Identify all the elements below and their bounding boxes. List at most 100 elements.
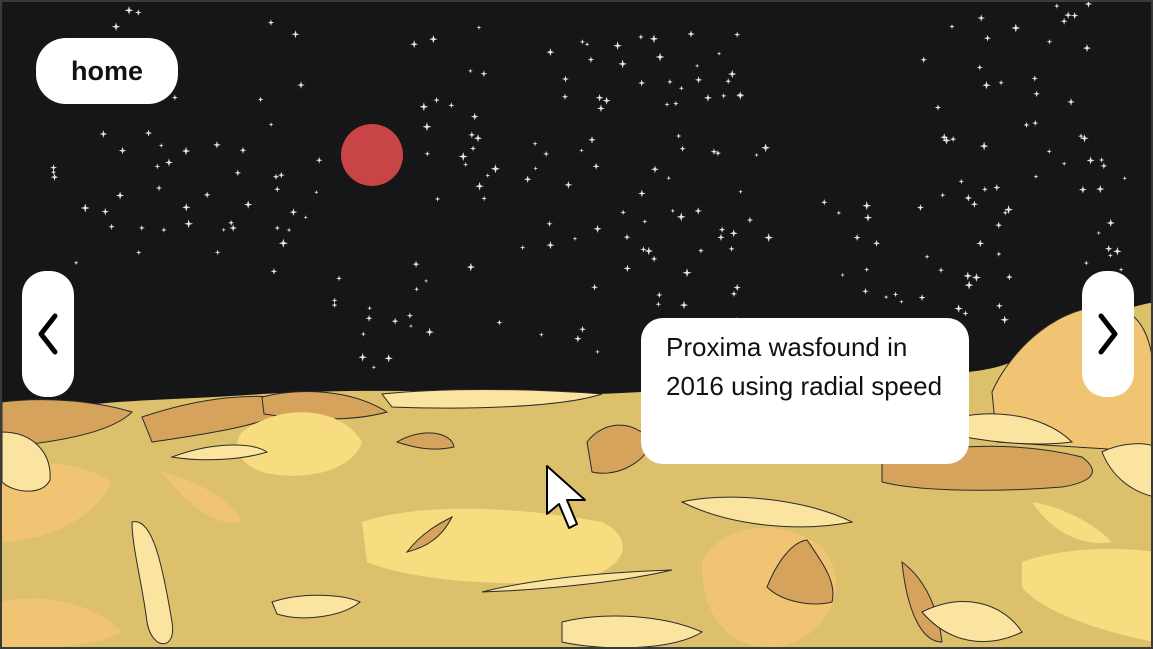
star <box>679 300 689 310</box>
star <box>469 145 477 152</box>
star <box>1122 175 1128 181</box>
star <box>728 245 735 252</box>
star <box>291 30 300 39</box>
star <box>1082 43 1092 53</box>
star <box>676 212 686 222</box>
star <box>412 260 420 268</box>
star <box>134 9 142 16</box>
star <box>50 173 59 182</box>
star <box>862 287 869 295</box>
star <box>99 130 108 138</box>
star <box>138 224 145 231</box>
star <box>331 297 338 304</box>
star <box>1046 38 1053 45</box>
star <box>466 262 476 272</box>
star <box>135 249 142 256</box>
star <box>640 246 647 253</box>
star <box>939 192 946 198</box>
star <box>916 204 924 212</box>
star <box>50 169 57 175</box>
star <box>1011 23 1021 33</box>
star <box>80 203 90 213</box>
star <box>720 93 727 99</box>
star <box>433 96 440 104</box>
star <box>1080 134 1089 143</box>
star <box>725 78 732 85</box>
star <box>546 48 555 57</box>
star <box>181 203 191 212</box>
star <box>761 143 771 153</box>
star <box>257 96 264 103</box>
star <box>467 68 473 74</box>
next-button[interactable] <box>1082 271 1134 397</box>
star <box>73 260 79 266</box>
star <box>214 249 221 256</box>
star <box>429 34 438 44</box>
star <box>733 31 741 38</box>
star <box>1005 273 1013 281</box>
star <box>161 227 167 233</box>
star <box>979 141 989 151</box>
star <box>268 122 274 128</box>
star <box>703 93 712 102</box>
star <box>710 148 718 156</box>
star <box>949 23 955 30</box>
star <box>984 34 992 42</box>
star <box>115 191 125 200</box>
star <box>970 200 979 208</box>
star <box>533 165 539 171</box>
star <box>899 299 904 305</box>
star <box>546 220 553 228</box>
star <box>977 14 986 22</box>
previous-button[interactable] <box>22 271 74 397</box>
star <box>422 122 432 132</box>
star <box>1100 162 1108 170</box>
star <box>144 129 153 137</box>
star <box>678 85 685 91</box>
star <box>863 266 870 273</box>
star <box>655 52 665 62</box>
star <box>595 349 600 355</box>
star <box>666 78 673 85</box>
star <box>862 201 872 211</box>
star <box>840 272 845 278</box>
star <box>892 291 899 298</box>
star <box>940 133 949 142</box>
star <box>1031 75 1038 82</box>
star <box>1004 205 1014 215</box>
star <box>496 319 503 326</box>
home-button[interactable]: home <box>36 38 178 104</box>
star <box>297 81 305 89</box>
star <box>584 41 590 47</box>
star <box>579 39 586 45</box>
star <box>538 332 544 338</box>
star <box>561 75 569 83</box>
star <box>448 102 455 109</box>
star <box>962 310 969 317</box>
star <box>1070 11 1079 20</box>
star <box>274 225 281 231</box>
star <box>267 19 275 26</box>
star <box>164 158 174 167</box>
star <box>971 272 981 282</box>
star <box>682 268 692 278</box>
star <box>638 79 646 87</box>
star <box>391 317 399 325</box>
star <box>1084 2 1093 8</box>
star <box>1033 90 1041 98</box>
star <box>637 34 644 40</box>
star <box>964 194 973 202</box>
star <box>408 323 414 329</box>
star <box>481 195 488 202</box>
star <box>111 22 121 31</box>
star <box>124 5 134 15</box>
star <box>485 173 491 179</box>
star <box>623 264 632 273</box>
star <box>670 208 676 214</box>
star <box>592 162 600 170</box>
star <box>221 227 226 233</box>
star <box>490 164 501 174</box>
star <box>458 151 468 162</box>
